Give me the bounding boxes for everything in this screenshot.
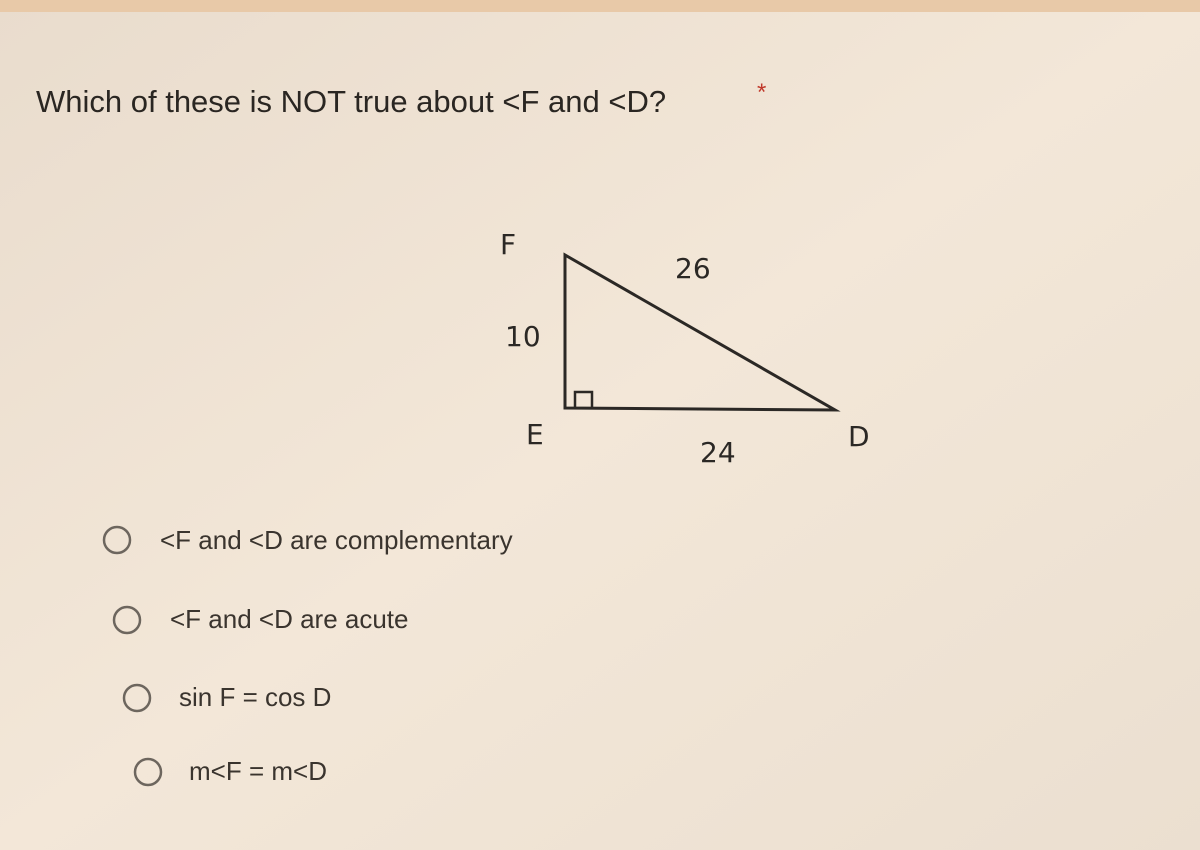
top-edge <box>0 0 1200 12</box>
question-text: Which of these is NOT true about <F and … <box>36 84 666 119</box>
option[interactable]: <F and <D are complementary <box>102 525 513 555</box>
side-label: 10 <box>505 320 541 353</box>
radio-button[interactable] <box>102 525 132 555</box>
radio-button[interactable] <box>112 605 142 635</box>
right-angle-mark <box>573 390 594 408</box>
required-mark: * <box>757 79 766 106</box>
radio-button[interactable] <box>122 683 152 713</box>
radio-button[interactable] <box>133 757 163 787</box>
option[interactable]: sin F = cos D <box>122 682 331 713</box>
option-label[interactable]: sin F = cos D <box>179 682 331 712</box>
triangle <box>563 252 841 412</box>
vertex-label: E <box>526 418 544 451</box>
side-label: 24 <box>700 436 736 469</box>
option[interactable]: <F and <D are acute <box>112 604 408 635</box>
side-label: 26 <box>675 252 711 285</box>
vertex-label: F <box>500 228 516 261</box>
option[interactable]: m<F = m<D <box>133 756 327 787</box>
option-label[interactable]: m<F = m<D <box>189 756 327 786</box>
vertex-label: D <box>848 420 870 453</box>
option-label[interactable]: <F and <D are acute <box>170 604 408 634</box>
option-label[interactable]: <F and <D are complementary <box>160 525 513 555</box>
triangle-diagram: F E D 10 26 24 <box>500 228 870 469</box>
